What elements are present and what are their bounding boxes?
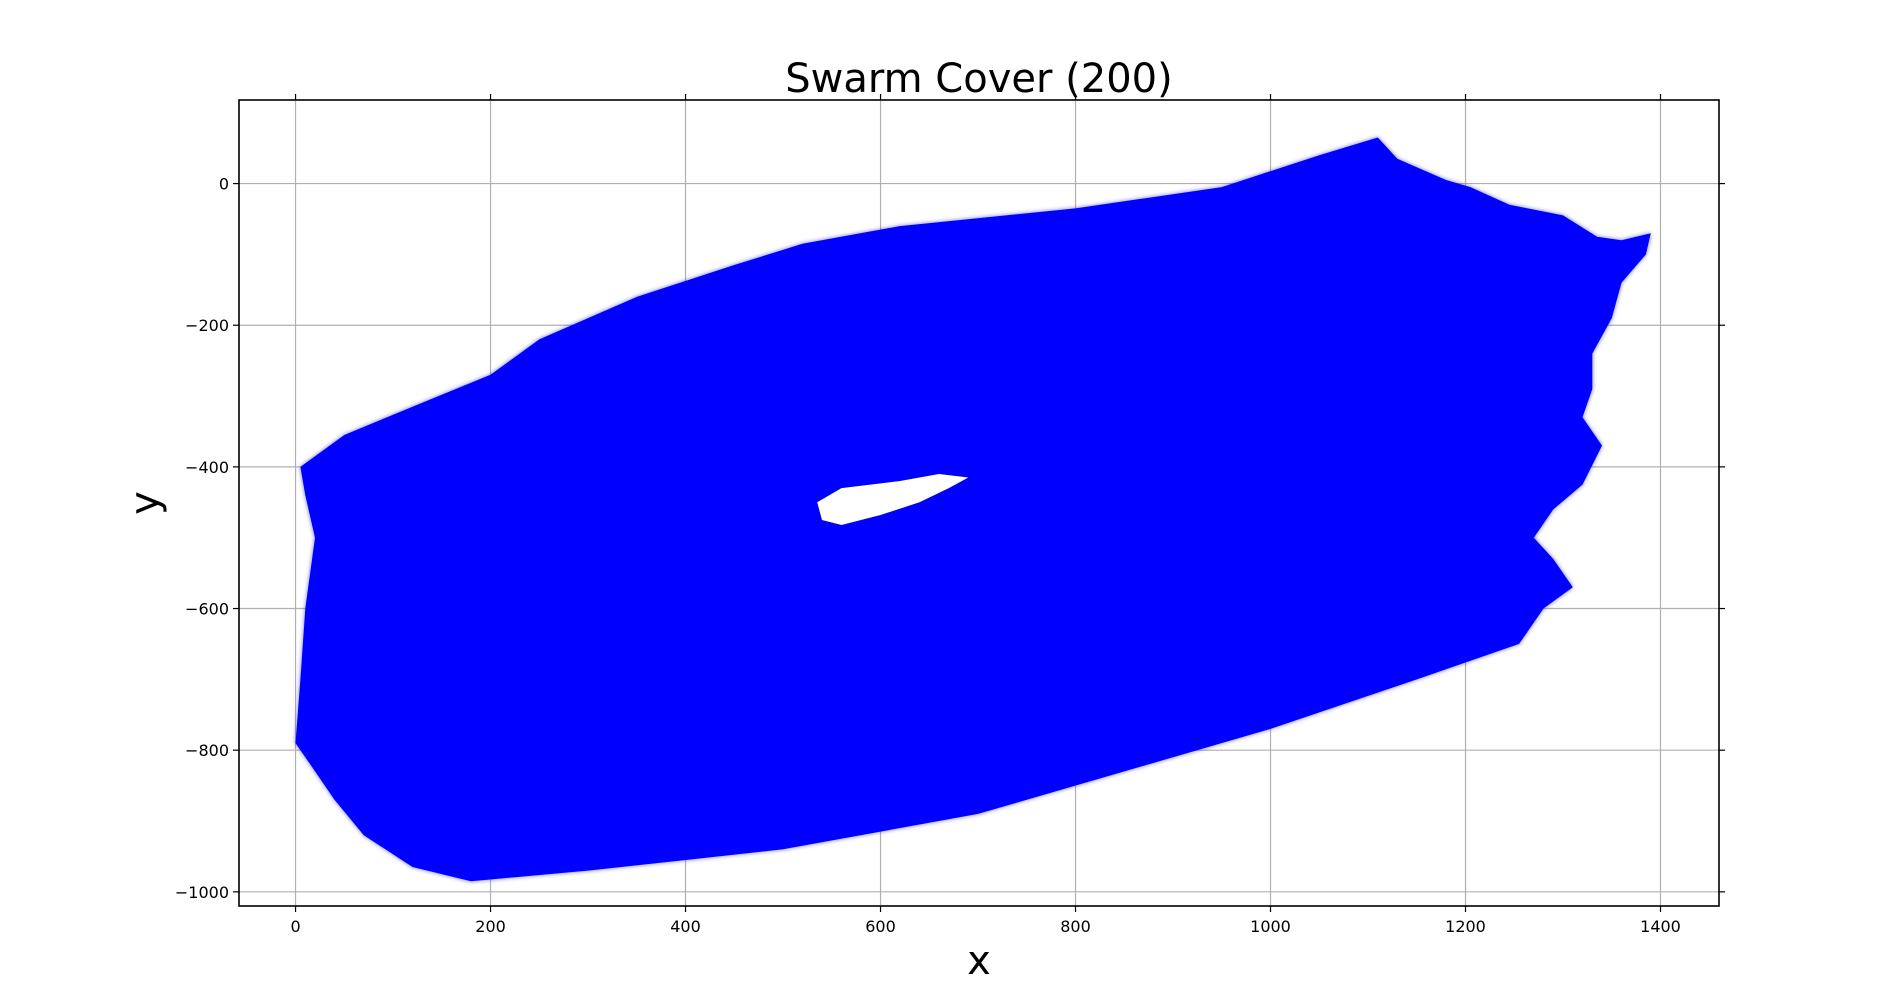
ticks: 0 200 400 600 800 1000 1200 1400 0 −200 −400 −600 −8… [175,94,1725,936]
data-layer [295,137,1651,882]
y-axis-label: y [122,491,168,515]
y-tick-label: −1000 [175,883,229,902]
y-tick-label: −200 [185,316,229,335]
x-axis-label: x [967,938,991,984]
uncovered-hole [817,474,969,525]
x-tick-label: 200 [475,917,506,936]
chart-title: Swarm Cover (200) [785,56,1172,102]
x-tick-label: 400 [670,917,701,936]
x-tick-label: 600 [865,917,896,936]
x-tick-label: 1400 [1640,917,1681,936]
x-tick-label: 0 [290,917,300,936]
x-tick-label: 800 [1060,917,1091,936]
y-tick-label: −800 [185,741,229,760]
y-tick-label: 0 [219,175,229,194]
y-tick-label: −400 [185,458,229,477]
covered-region [295,137,1651,882]
x-tick-label: 1000 [1250,917,1291,936]
plot-frame [238,99,1720,907]
x-tick-label: 1200 [1445,917,1486,936]
y-tick-label: −600 [185,600,229,619]
